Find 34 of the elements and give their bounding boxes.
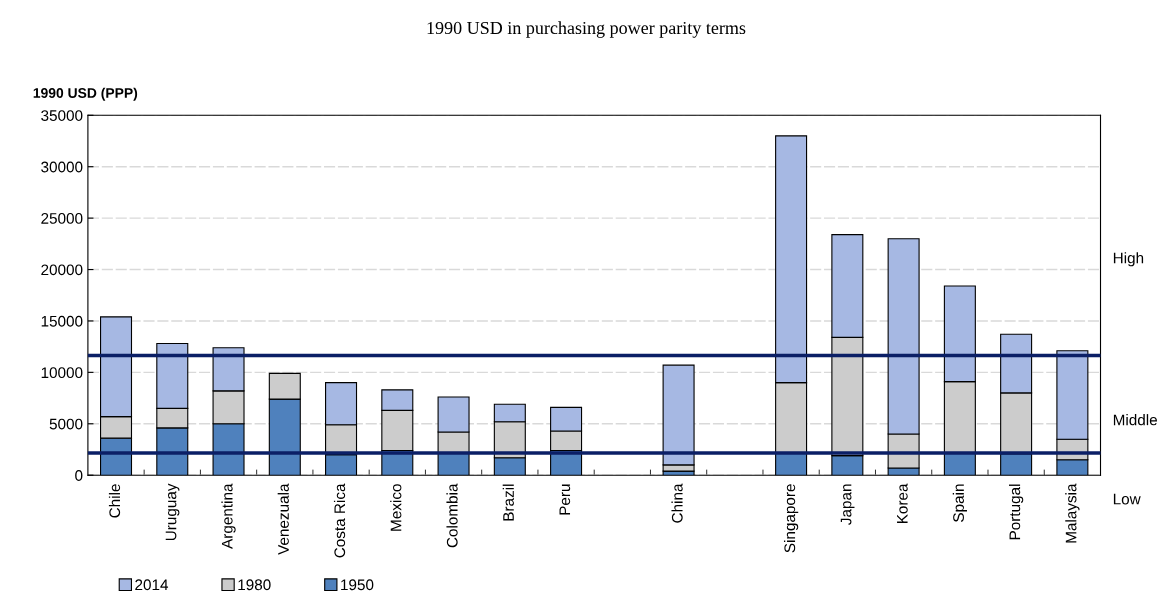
- text: High: [1113, 252, 1144, 267]
- x-tick-label: Argentina: [221, 483, 236, 549]
- x-tick-label: Costa Rica: [333, 483, 346, 558]
- legend-label: 2014: [135, 579, 169, 591]
- x-tick-label: Colombia: [446, 483, 458, 548]
- text: Low: [1113, 493, 1141, 505]
- x-tick-label: Singapore: [783, 484, 799, 553]
- y-tick-label: 15000: [41, 315, 83, 327]
- x-tick-label: Uruguay: [165, 483, 180, 541]
- bar: [325, 454, 358, 476]
- y-tick-label: 0: [75, 470, 83, 481]
- y-tick-label: 30000: [41, 161, 83, 173]
- y-axis-title: 1990 USD (PPP): [33, 87, 138, 101]
- x-tick-label: China: [671, 483, 683, 523]
- x-tick-label: Venezuala: [277, 483, 289, 555]
- x-tick-label: Malaysia: [1065, 483, 1080, 543]
- bar: [1000, 453, 1033, 476]
- y-tick-label: 5000: [49, 418, 83, 430]
- x-tick-label: Chile: [108, 484, 121, 518]
- legend-label: 1980: [238, 579, 271, 591]
- legend-label: 1950: [341, 579, 374, 591]
- x-tick-label: Peru: [559, 484, 571, 515]
- chart-title: 1990 USD in purchasing power parity terms: [427, 21, 746, 38]
- x-tick-label: Portugal: [1009, 484, 1024, 540]
- y-tick-label: 35000: [41, 110, 83, 121]
- x-tick-label: Brazil: [502, 484, 514, 521]
- y-tick-label: 10000: [41, 367, 83, 379]
- y-tick-label: 20000: [41, 264, 83, 276]
- x-tick-label: Japan: [840, 484, 855, 525]
- x-tick-label: Korea: [897, 483, 908, 524]
- x-tick-label: Spain: [952, 484, 967, 522]
- y-tick-label: 25000: [41, 212, 83, 224]
- text: Middle: [1113, 414, 1157, 426]
- x-tick-label: Mexico: [390, 484, 402, 531]
